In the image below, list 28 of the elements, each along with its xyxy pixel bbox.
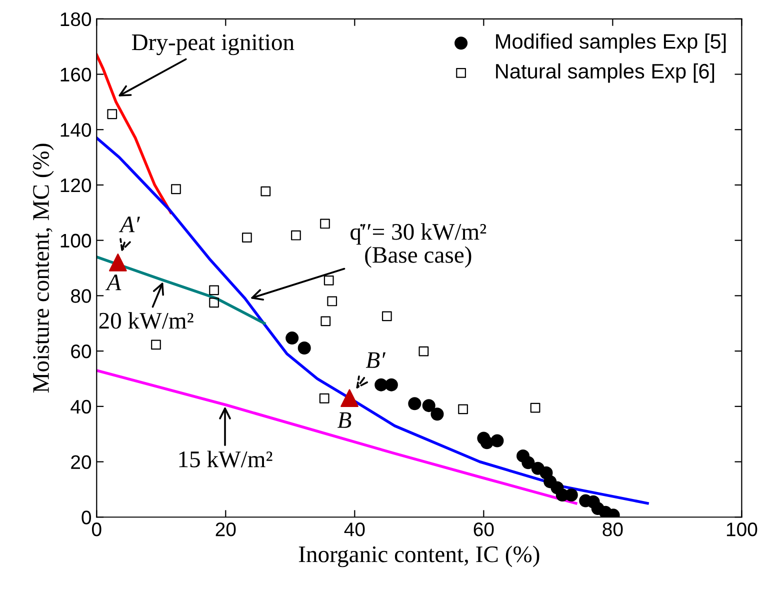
x-tick-label: 80 (602, 522, 623, 536)
x-tick-label: 20 (216, 522, 236, 536)
x-tick-label: 100 (726, 522, 758, 536)
legend-label: Modified samples Exp [5] (496, 33, 726, 53)
y-tick-label: 0 (82, 510, 92, 524)
annotation: 20 kW/m² (99, 312, 194, 329)
y-tick-label: 160 (60, 68, 92, 82)
legend-label: Natural samples Exp [6] (496, 63, 714, 83)
y-tick-label: 20 (71, 455, 92, 470)
annotation: B (338, 412, 352, 428)
y-tick-label: 140 (60, 123, 92, 137)
annotation: A (105, 274, 122, 290)
annotation: Dry-peat ignition (132, 34, 294, 56)
y-axis-title: Moisture content, MC (%) (32, 144, 54, 393)
x-tick-label: 60 (474, 522, 494, 536)
x-tick-label: 0 (92, 522, 102, 536)
y-tick-label: 40 (70, 400, 92, 414)
annotation: q̇′′= 30 kW/m² (Base case) (350, 223, 486, 268)
annotation: A′ (118, 216, 140, 232)
annotation: 15 kW/m² (179, 450, 272, 468)
y-tick-label: 100 (60, 234, 92, 248)
y-tick-label: 80 (71, 289, 92, 303)
y-tick-label: 60 (71, 344, 92, 358)
y-tick-label: 120 (60, 178, 92, 192)
x-axis-title: Inorganic content, IC (%) (298, 546, 540, 568)
annotation: B′ (366, 352, 386, 368)
y-tick-label: 180 (60, 12, 92, 26)
x-tick-label: 40 (344, 522, 365, 536)
